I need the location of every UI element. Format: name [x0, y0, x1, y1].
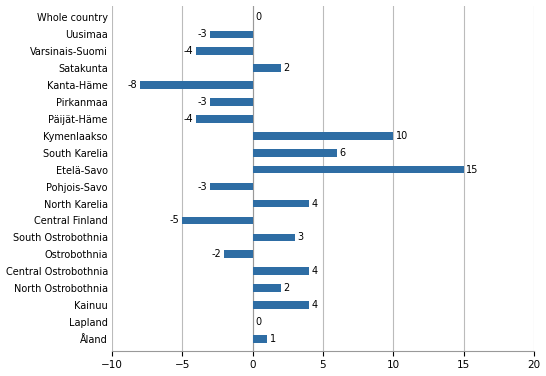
Text: -5: -5	[170, 215, 180, 226]
Text: 15: 15	[466, 165, 479, 175]
Bar	[253, 132, 393, 139]
Text: -3: -3	[198, 97, 207, 107]
Text: 4: 4	[312, 199, 318, 209]
Bar	[253, 200, 309, 207]
Bar	[140, 81, 253, 89]
Text: 6: 6	[340, 148, 346, 158]
Text: -2: -2	[212, 249, 222, 259]
Text: 4: 4	[312, 300, 318, 310]
Bar	[210, 183, 253, 190]
Bar	[224, 250, 253, 258]
Text: 2: 2	[283, 63, 290, 73]
Bar	[253, 267, 309, 275]
Bar	[253, 149, 337, 156]
Bar	[253, 301, 309, 309]
Bar	[197, 115, 253, 123]
Text: 0: 0	[256, 12, 262, 23]
Text: -8: -8	[128, 80, 137, 90]
Bar	[210, 98, 253, 106]
Text: 3: 3	[298, 232, 304, 243]
Text: -4: -4	[184, 46, 193, 56]
Bar	[210, 30, 253, 38]
Text: 4: 4	[312, 266, 318, 276]
Bar	[253, 335, 266, 343]
Text: 0: 0	[256, 317, 262, 327]
Text: 2: 2	[283, 283, 290, 293]
Bar	[253, 284, 281, 292]
Text: -3: -3	[198, 182, 207, 192]
Text: -4: -4	[184, 114, 193, 124]
Bar	[197, 47, 253, 55]
Bar	[253, 64, 281, 72]
Bar	[253, 233, 295, 241]
Text: 10: 10	[396, 131, 408, 141]
Bar	[253, 166, 464, 173]
Text: 1: 1	[270, 334, 276, 344]
Bar	[182, 217, 253, 224]
Text: -3: -3	[198, 29, 207, 39]
